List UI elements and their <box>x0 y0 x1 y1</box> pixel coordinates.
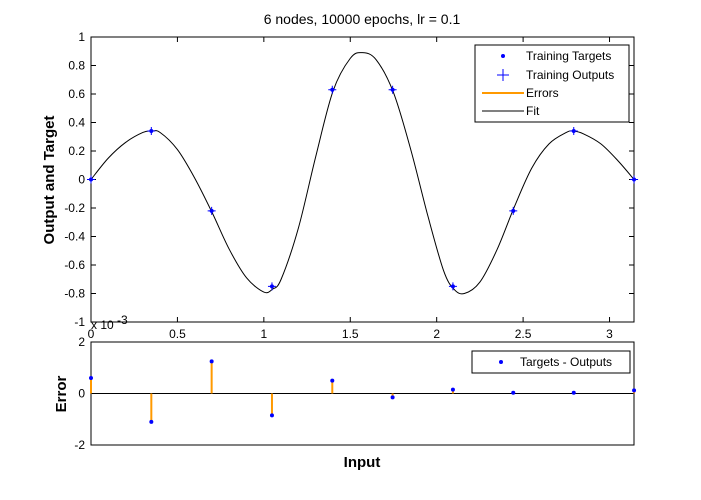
top-x-tick-label: 1.5 <box>342 327 359 341</box>
error-point <box>450 387 455 392</box>
top-legend-box <box>474 44 630 123</box>
top-y-tick-label: -0.4 <box>64 230 85 244</box>
top-x-tick-label: 2.5 <box>515 327 532 341</box>
top-y-tick-label: 0.4 <box>68 116 85 130</box>
top-y-tick-label: 0.2 <box>68 144 85 158</box>
bottom-legend: Targets - Outputs <box>471 350 631 374</box>
legend-marker-training-targets <box>501 54 505 58</box>
top-x-tick-label: 3 <box>606 327 613 341</box>
bottom-legend-box <box>471 350 631 374</box>
error-point <box>269 413 274 418</box>
training-output-point <box>569 127 578 136</box>
bottom-y-tick-label: 2 <box>78 335 85 349</box>
top-y-tick-label: -0.8 <box>64 287 85 301</box>
training-output-point <box>267 282 276 291</box>
legend-label-training-outputs: Training Outputs <box>526 68 614 82</box>
top-y-axis-label: Output and Target <box>41 116 58 245</box>
top-y-tick-label: 1 <box>78 30 85 44</box>
top-x-tick-label: 0 <box>88 327 95 341</box>
top-x-tick-label: 2 <box>433 327 440 341</box>
top-y-tick-label: 0.6 <box>68 87 85 101</box>
bottom-y-tick-label: 0 <box>78 387 85 401</box>
error-point <box>632 388 637 393</box>
top-y-tick-label: 0 <box>78 173 85 187</box>
legend-label-training-targets: Training Targets <box>526 49 611 63</box>
training-output-point <box>87 175 95 184</box>
error-point <box>390 395 395 400</box>
top-y-tick-label: 0.8 <box>68 59 85 73</box>
error-point <box>511 390 516 395</box>
training-output-point <box>448 282 457 291</box>
top-x-tick-label: 0.5 <box>169 327 186 341</box>
bottom-y-axis-label: Error <box>53 376 70 413</box>
top-legend: Training Targets Training Outputs Errors… <box>474 44 630 123</box>
training-output-point <box>509 206 518 215</box>
fit-line <box>90 52 635 295</box>
legend-label-fit: Fit <box>526 104 540 118</box>
training-output-point <box>207 206 216 215</box>
legend-marker-training-outputs <box>497 69 509 81</box>
bottom-x-axis-label: Input <box>344 454 381 471</box>
bottom-y-tick-label: -2 <box>74 438 85 452</box>
top-y-tick-label: -0.6 <box>64 258 85 272</box>
bottom-plot-area: -2 0 2 <box>74 335 637 452</box>
top-y-tick-label: -0.2 <box>64 201 85 215</box>
training-output-point <box>147 127 156 136</box>
legend-marker-targets-outputs <box>499 360 503 364</box>
x-exponent-power: -3 <box>117 313 128 327</box>
legend-label-errors: Errors <box>526 86 559 100</box>
training-output-point <box>388 85 397 94</box>
top-x-tick-label: 1 <box>260 327 267 341</box>
error-point <box>330 378 335 383</box>
error-point <box>149 419 154 424</box>
x-exponent-base: x 10 <box>91 318 114 332</box>
bottom-chart: -2 0 2 Error Input Targets - Outputs <box>53 335 637 471</box>
error-point <box>89 376 93 381</box>
legend-label-targets-outputs: Targets - Outputs <box>520 355 612 369</box>
top-y-tick-label: -1 <box>74 315 85 329</box>
training-output-point <box>328 85 337 94</box>
error-point <box>209 359 214 364</box>
top-chart-title: 6 nodes, 10000 epochs, lr = 0.1 <box>264 11 461 27</box>
x-exponent-label: x 10 -3 <box>91 313 128 332</box>
top-chart: 6 nodes, 10000 epochs, lr = 0.1 0 0.5 1 1.5… <box>41 11 639 341</box>
training-output-point <box>630 175 639 184</box>
error-point <box>571 390 576 395</box>
